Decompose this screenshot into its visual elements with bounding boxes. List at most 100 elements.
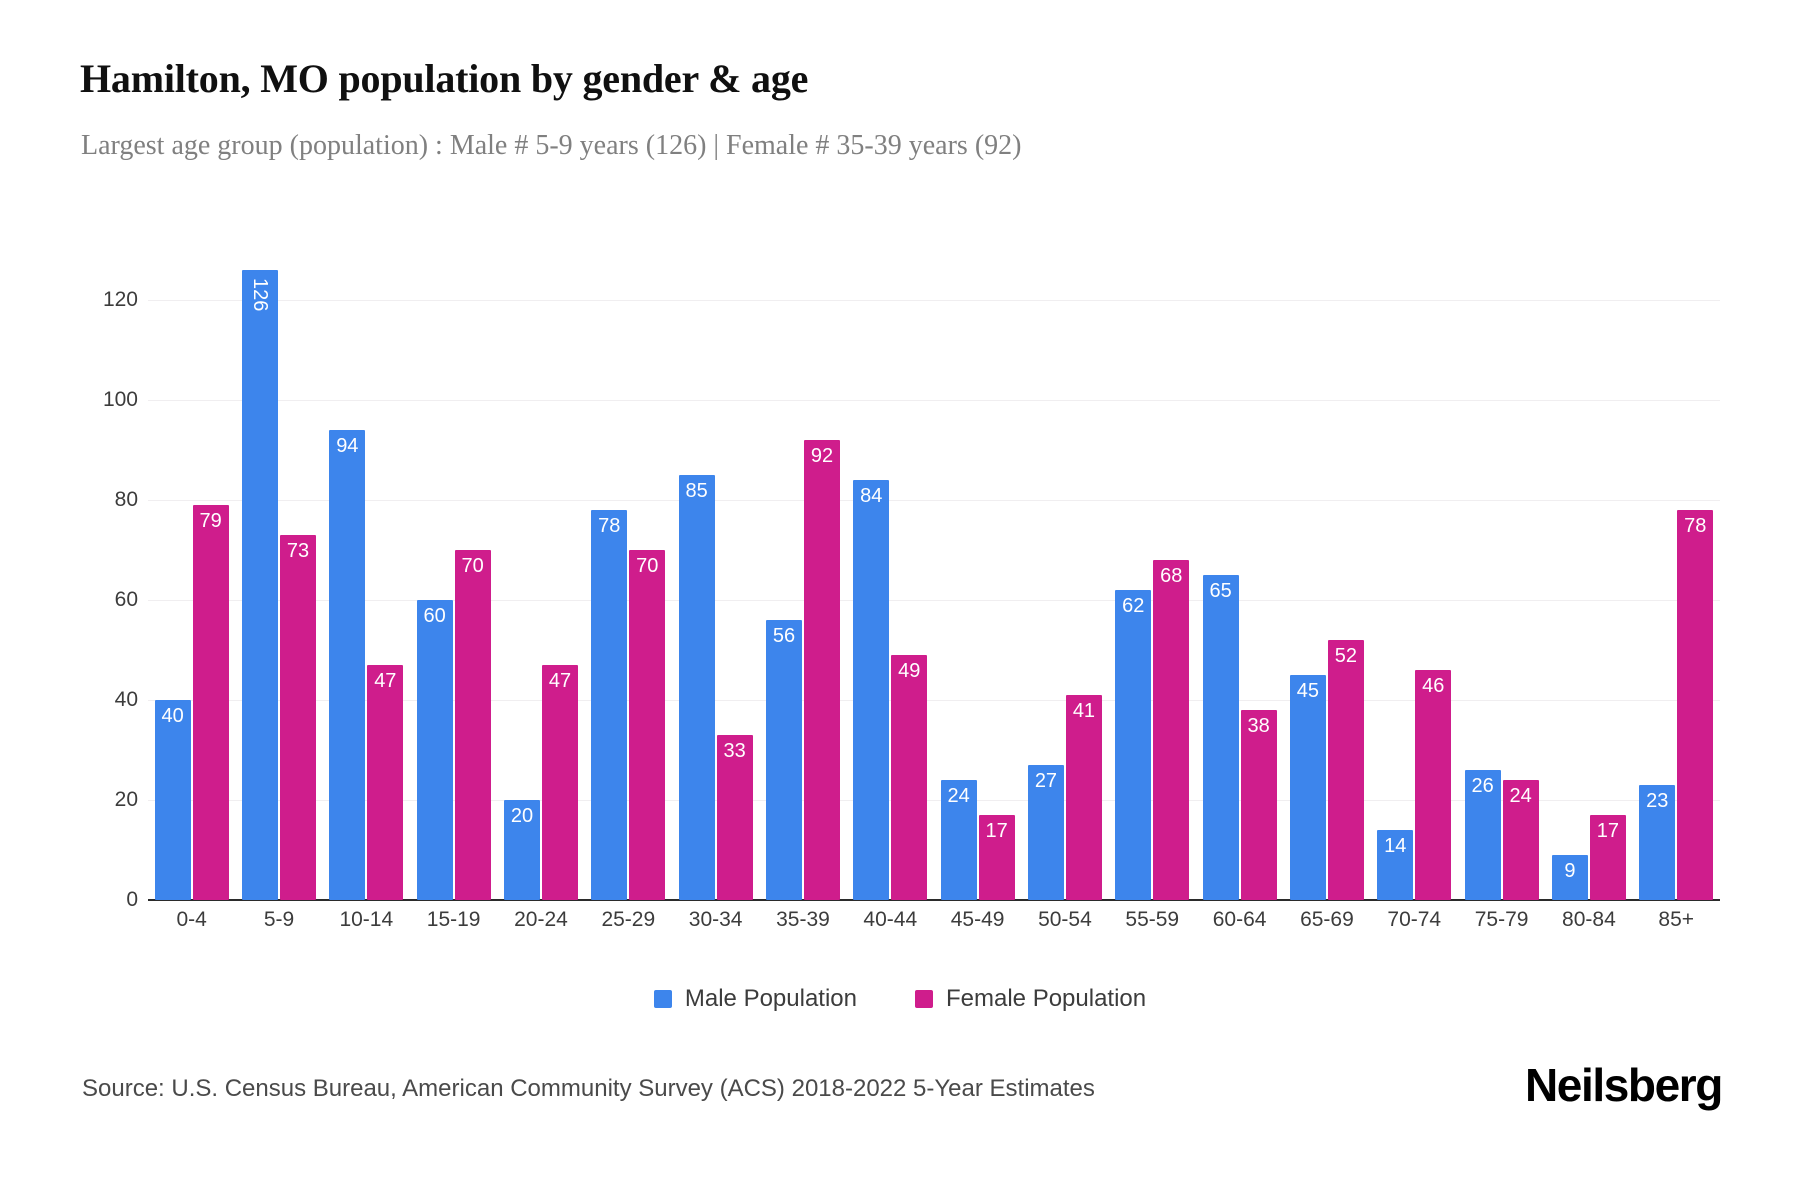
bar-male[interactable]: 27 <box>1027 765 1064 900</box>
bar-male[interactable]: 62 <box>1115 590 1152 900</box>
gridline <box>148 600 1720 601</box>
bar-female[interactable]: 52 <box>1327 640 1364 900</box>
bar-value-label: 92 <box>810 445 834 467</box>
legend-item[interactable]: Male Population <box>653 985 857 1013</box>
bar-value-label: 24 <box>1509 785 1532 807</box>
bar-value-label: 85 <box>685 480 708 502</box>
bar-male[interactable]: 78 <box>591 510 628 900</box>
bar-value-label: 56 <box>772 625 796 647</box>
x-axis-tick-label: 0-4 <box>176 908 207 931</box>
bar-male[interactable]: 20 <box>503 800 540 900</box>
bar-female[interactable]: 70 <box>629 550 666 900</box>
legend-item[interactable]: Female Population <box>915 985 1146 1013</box>
bar-female[interactable]: 46 <box>1415 670 1452 900</box>
bar-group: 126 73 <box>235 250 322 900</box>
bar-male[interactable]: 45 <box>1289 675 1326 900</box>
bar-male[interactable]: 9 <box>1551 855 1588 900</box>
bar-group: 65 38 <box>1196 250 1283 900</box>
bar-value-label: 70 <box>461 555 484 577</box>
bar-female[interactable]: 33 <box>716 735 753 900</box>
bar-male[interactable]: 60 <box>416 600 453 900</box>
x-axis-tick-label: 75-79 <box>1474 908 1529 931</box>
bar-value-label: 17 <box>985 820 1008 842</box>
bar-group: 60 70 <box>410 250 497 900</box>
x-axis-tick-label: 85+ <box>1658 908 1695 931</box>
bar-male[interactable]: 126 <box>241 270 278 900</box>
bar-group: 27 41 <box>1021 250 1108 900</box>
bar-value-label: 62 <box>1122 595 1145 617</box>
x-axis-tick-label: 25-29 <box>601 908 656 931</box>
bar-value-label: 38 <box>1247 715 1270 737</box>
source-note: Source: U.S. Census Bureau, American Com… <box>82 1075 1095 1102</box>
bar-value-label: 47 <box>548 670 572 692</box>
bar-value-label: 73 <box>286 540 310 562</box>
x-axis-tick-label: 65-69 <box>1300 908 1354 931</box>
bar-male[interactable]: 85 <box>678 475 715 900</box>
bar-male[interactable]: 84 <box>853 480 890 900</box>
bar-group: 45 52 <box>1283 250 1370 900</box>
bar-value-label: 17 <box>1596 820 1620 842</box>
bar-female[interactable]: 68 <box>1153 560 1190 900</box>
bar-group: 40 79 <box>148 250 235 900</box>
legend-label: Female Population <box>946 985 1147 1012</box>
bar-male[interactable]: 23 <box>1639 785 1676 900</box>
chart-legend: Male Population Female Population <box>0 985 1800 1013</box>
bar-value-label: 27 <box>1034 770 1058 792</box>
plot-area: 0 20 40 60 80 100 120 40 79 126 73 94 47 60 70 20 47 78 7… <box>80 250 1720 911</box>
bar-value-label: 40 <box>161 705 184 727</box>
brand-logo: Neilsberg <box>1524 1059 1723 1111</box>
bar-group: 84 49 <box>847 250 934 900</box>
bar-value-label: 24 <box>947 785 970 807</box>
gridline <box>148 700 1720 701</box>
bar-female[interactable]: 47 <box>367 665 404 900</box>
bar-group: 78 70 <box>585 250 672 900</box>
square-swatch-female-icon <box>915 990 933 1008</box>
x-axis-tick-label: 80-84 <box>1562 908 1616 931</box>
bar-female[interactable]: 17 <box>1589 815 1626 900</box>
bar-value-label: 65 <box>1209 580 1232 602</box>
bar-group: 62 68 <box>1109 250 1196 900</box>
x-axis-tick-label: 70-74 <box>1387 908 1442 931</box>
bar-female[interactable]: 41 <box>1065 695 1102 900</box>
bar-group: 23 78 <box>1633 250 1720 900</box>
square-swatch-male-icon <box>653 990 672 1008</box>
x-axis-tick-label: 35-39 <box>776 908 830 931</box>
bar-value-label: 26 <box>1471 775 1494 797</box>
y-axis-tick-label: 100 <box>102 388 138 411</box>
bar-female[interactable]: 49 <box>891 655 928 900</box>
bar-male[interactable]: 56 <box>765 620 802 900</box>
bar-female[interactable]: 92 <box>803 440 840 900</box>
bar-value-label: 68 <box>1160 565 1183 587</box>
bar-value-label: 23 <box>1646 790 1669 812</box>
bar-female[interactable]: 38 <box>1240 710 1277 900</box>
page-title: Hamilton, MO population by gender & age <box>80 56 809 101</box>
bar-female[interactable]: 17 <box>978 815 1015 900</box>
bar-female[interactable]: 47 <box>541 665 578 900</box>
x-axis: 0-4 5-9 10-14 15-19 20-24 25-29 30-34 35-39 40-4… <box>148 908 1720 944</box>
bar-female[interactable]: 78 <box>1677 510 1714 900</box>
bar-group: 85 33 <box>672 250 759 900</box>
x-axis-tick-label: 15-19 <box>426 908 481 931</box>
bar-value-label: 49 <box>898 660 921 682</box>
y-axis-tick-label: 20 <box>114 788 138 811</box>
bar-male[interactable]: 40 <box>154 700 191 900</box>
y-axis: 0 20 40 60 80 100 120 <box>80 250 148 911</box>
bar-value-label: 9 <box>1564 860 1576 882</box>
bar-female[interactable]: 79 <box>192 505 229 900</box>
bar-value-label: 46 <box>1422 675 1445 697</box>
x-axis-tick-label: 40-44 <box>863 908 918 931</box>
bar-male[interactable]: 24 <box>940 780 977 900</box>
bar-male[interactable]: 26 <box>1464 770 1501 900</box>
y-axis-tick-label: 40 <box>114 688 138 711</box>
bar-male[interactable]: 14 <box>1377 830 1414 900</box>
bar-value-label: 78 <box>598 515 621 537</box>
bar-group: 26 24 <box>1458 250 1545 900</box>
bar-female[interactable]: 73 <box>279 535 316 900</box>
bar-female[interactable]: 24 <box>1502 780 1539 900</box>
bar-male[interactable]: 94 <box>329 430 366 900</box>
bar-male[interactable]: 65 <box>1202 575 1239 900</box>
bar-female[interactable]: 70 <box>454 550 491 900</box>
x-axis-tick-label: 10-14 <box>339 908 394 931</box>
bar-group: 9 17 <box>1545 250 1632 900</box>
